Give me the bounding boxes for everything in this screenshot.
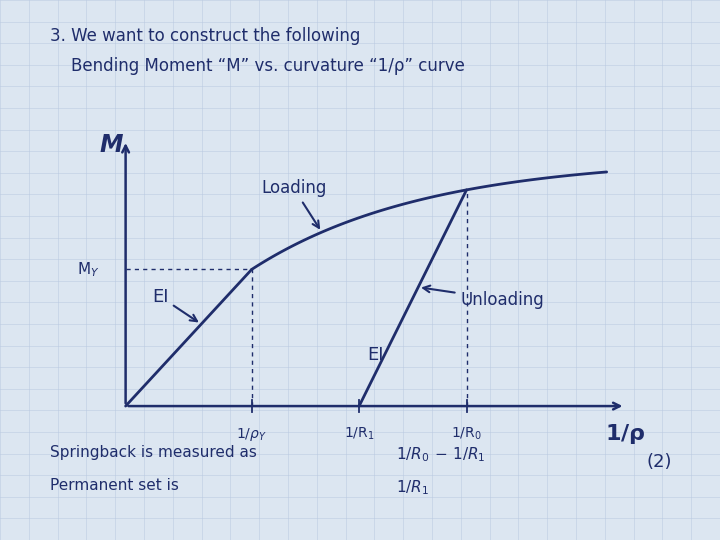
Text: Bending Moment “M” vs. curvature “1/ρ” curve: Bending Moment “M” vs. curvature “1/ρ” c… [50,57,465,75]
Text: Loading: Loading [261,179,326,228]
Text: EI: EI [367,347,384,364]
Text: $\mathbf{1/\rho}$: $\mathbf{1/\rho}$ [605,422,646,446]
Text: 1/$\rho_Y$: 1/$\rho_Y$ [236,426,267,443]
Text: Unloading: Unloading [423,286,544,308]
Text: 1/R$_1$: 1/R$_1$ [344,426,374,442]
Text: EI: EI [152,288,197,321]
Text: 3. We want to construct the following: 3. We want to construct the following [50,27,361,45]
Text: $1/R_0\,-\,1/R_1$: $1/R_0\,-\,1/R_1$ [396,446,485,464]
Text: Permanent set is: Permanent set is [50,478,179,493]
Text: $1/R_1$: $1/R_1$ [396,478,429,497]
Text: Springback is measured as: Springback is measured as [50,446,257,461]
Text: M: M [100,133,123,157]
Text: M$_Y$: M$_Y$ [78,260,100,279]
Text: 1/R$_0$: 1/R$_0$ [451,426,482,442]
Text: (2): (2) [646,453,672,471]
